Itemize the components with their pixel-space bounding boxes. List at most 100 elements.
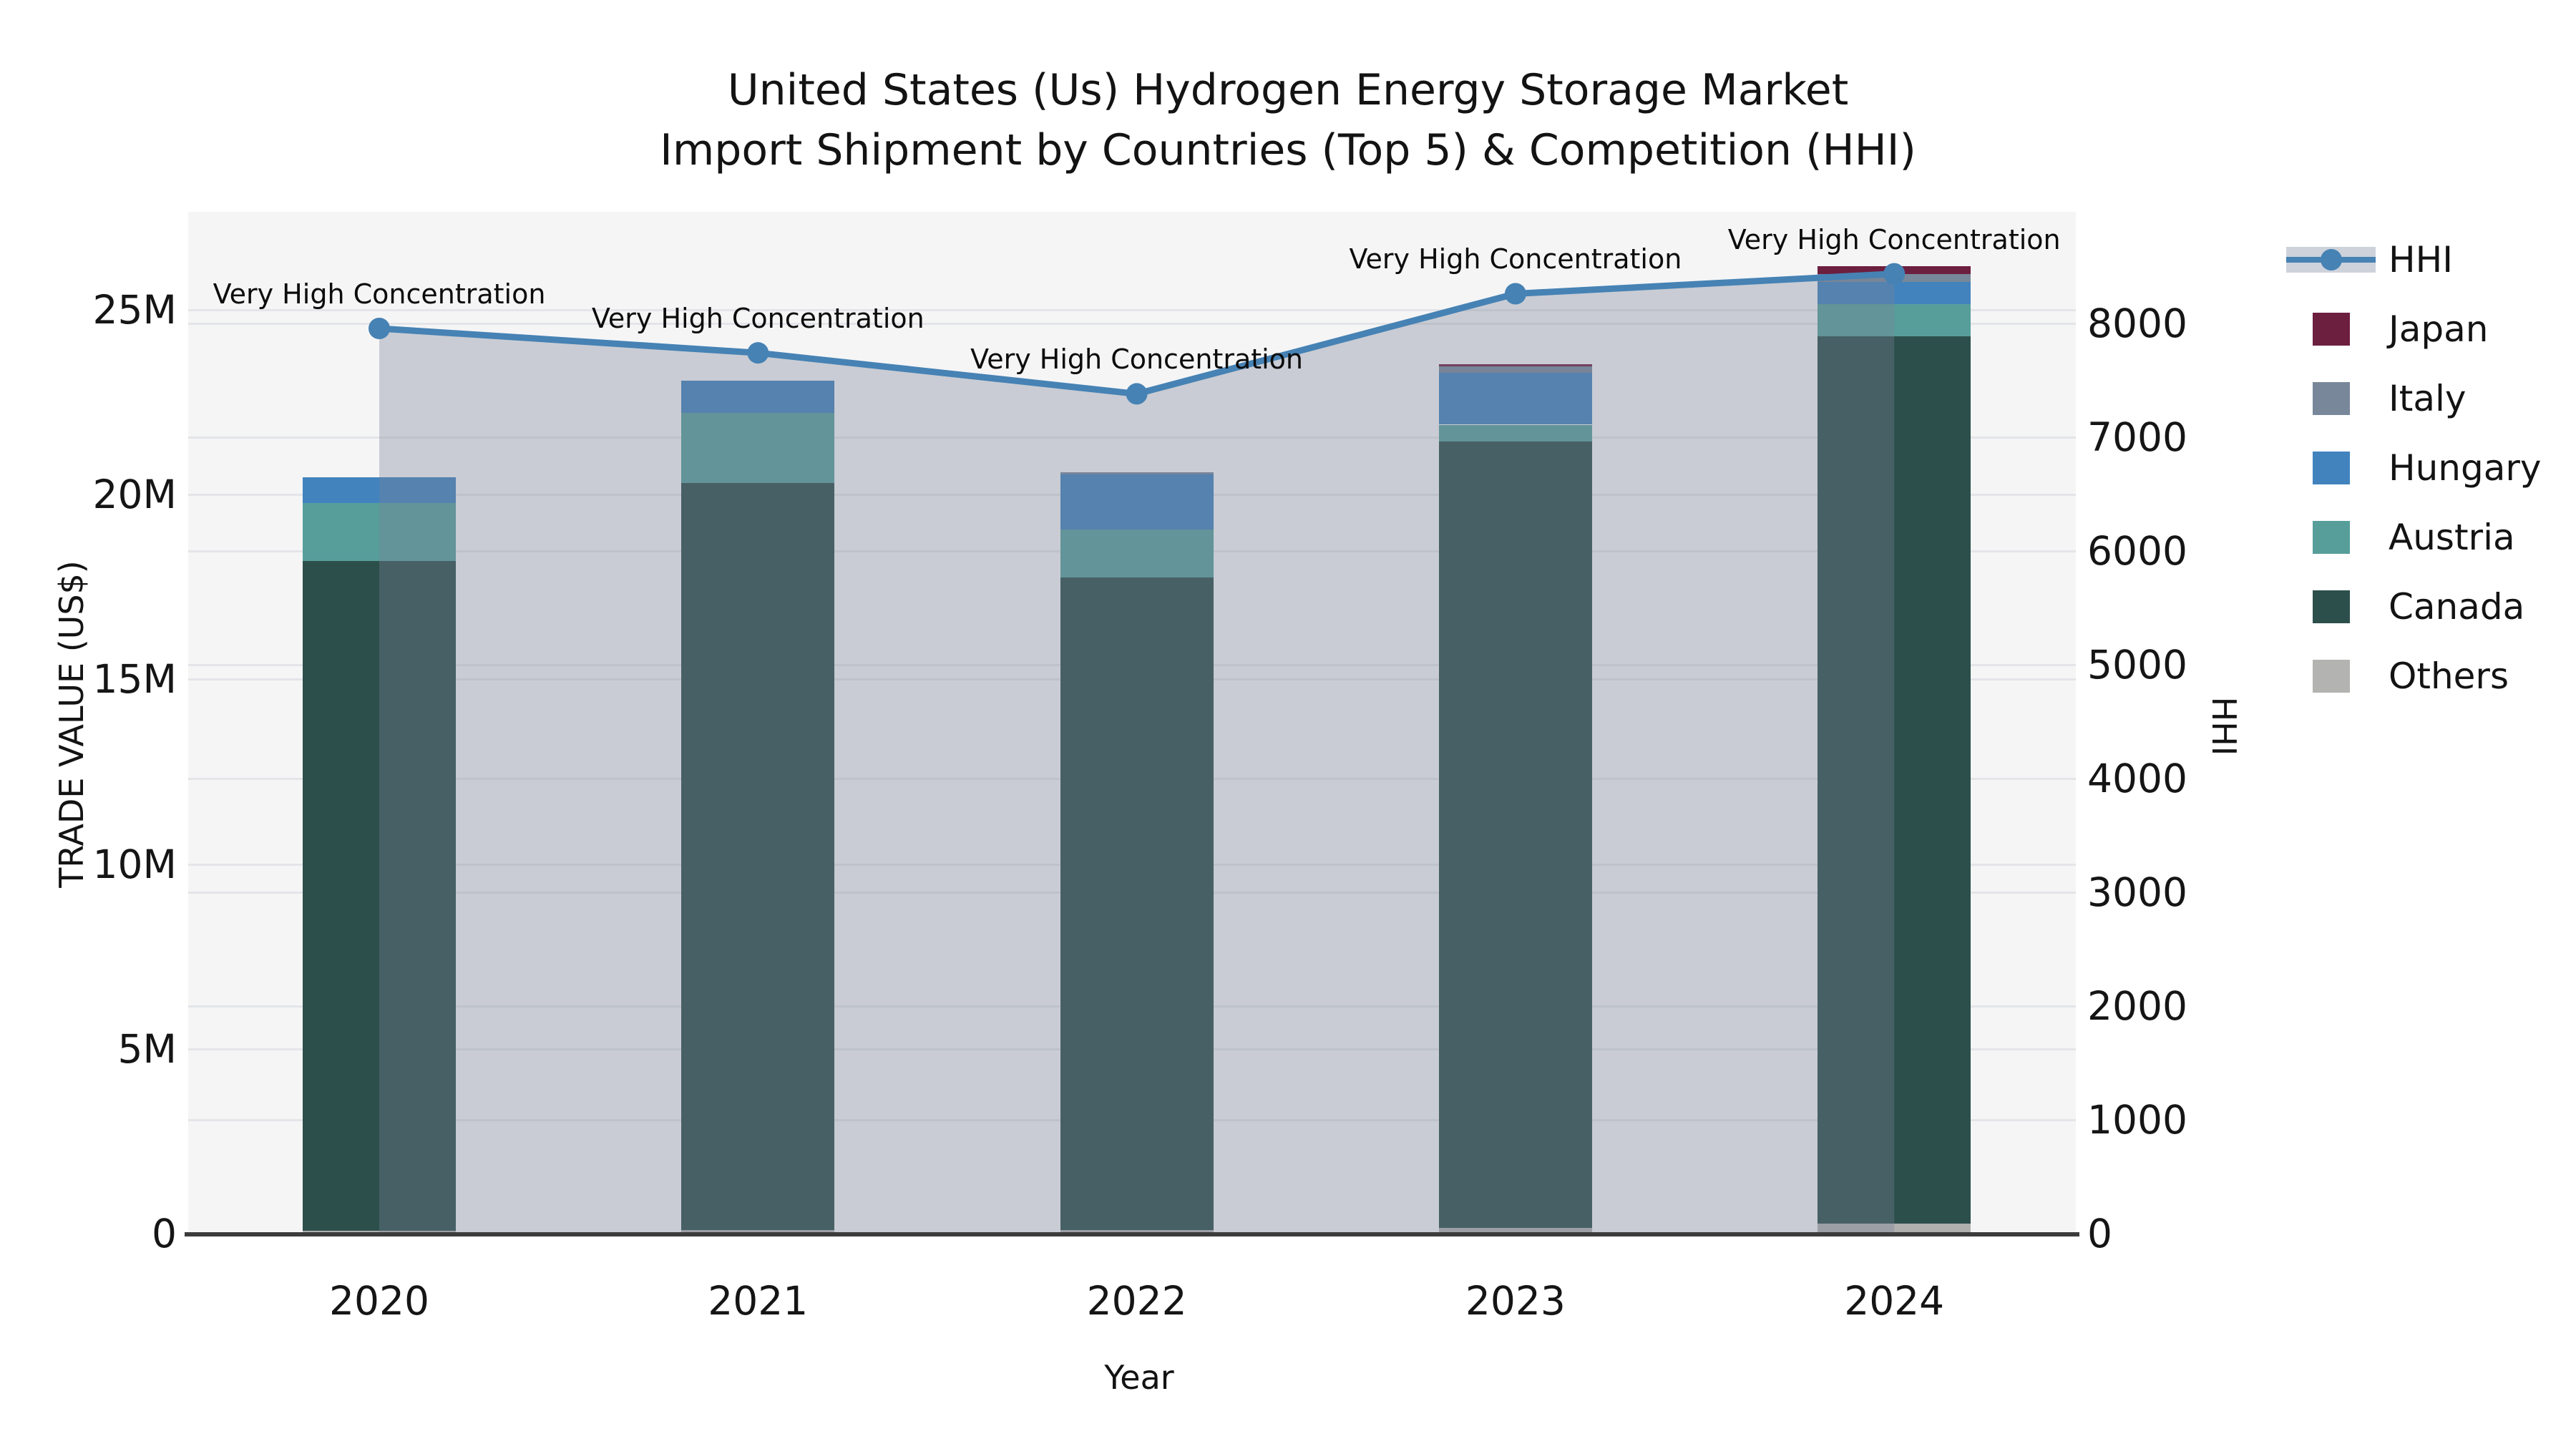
left-axis-tick-10M: 10M <box>92 841 177 887</box>
bar-segment-2020-others <box>303 1230 456 1234</box>
legend-item-japan: Japan <box>2286 294 2542 364</box>
annotation-2020: Very High Concentration <box>213 278 546 310</box>
bar-segment-2021-hungary <box>681 381 835 413</box>
gridline-left-25M <box>188 308 2076 311</box>
bar-segment-2023-austria <box>1438 424 1592 442</box>
chart-title-line2: Import Shipment by Countries (Top 5) & C… <box>660 125 1916 175</box>
x-axis-spine <box>185 1232 2079 1236</box>
bar-segment-2020-canada <box>303 561 456 1231</box>
right-axis-tick-3000: 3000 <box>2087 869 2187 915</box>
bar-segment-2022-italy <box>1060 472 1214 474</box>
bar-segment-2021-austria <box>681 412 835 484</box>
legend-swatch-icon-austria <box>2312 520 2350 554</box>
x-axis-tick-2022: 2022 <box>1086 1278 1187 1324</box>
bar-segment-2020-austria <box>303 502 456 562</box>
gridline-right-7000 <box>188 436 2076 439</box>
right-axis-title: HHI <box>2205 696 2243 756</box>
gridline-right-8000 <box>188 322 2076 325</box>
legend-marker-italy <box>2286 381 2376 415</box>
annotation-2024: Very High Concentration <box>1727 223 2061 255</box>
hhi-line-chart <box>369 263 1906 1234</box>
legend-marker-hhi <box>2286 246 2376 273</box>
chart-title-line1: United States (Us) Hydrogen Energy Stora… <box>727 65 1849 115</box>
left-axis-tick-20M: 20M <box>92 472 177 518</box>
bar-segment-2024-canada <box>1818 336 1971 1224</box>
annotation-2022: Very High Concentration <box>970 343 1304 376</box>
bar-2021 <box>681 212 835 1234</box>
bar-segment-2024-austria <box>1818 303 1971 336</box>
hhi-point-2024 <box>1883 263 1906 285</box>
left-axis-tick-0: 0 <box>152 1211 177 1257</box>
bar-segment-2021-others <box>681 1229 835 1234</box>
bar-2023 <box>1438 212 1592 1234</box>
bar-2024 <box>1818 212 1971 1234</box>
hhi-point-2021 <box>747 342 769 364</box>
bar-segment-2023-hungary <box>1438 373 1592 425</box>
right-axis-tick-2000: 2000 <box>2087 982 2187 1029</box>
x-axis-tick-2023: 2023 <box>1465 1278 1566 1324</box>
right-axis-tick-4000: 4000 <box>2087 755 2187 801</box>
bar-segment-2020-hungary <box>303 477 456 503</box>
bar-segment-2023-italy <box>1438 366 1592 374</box>
right-axis-tick-1000: 1000 <box>2087 1096 2187 1143</box>
legend-marker-japan <box>2286 312 2376 346</box>
bar-segment-2023-japan <box>1438 364 1592 366</box>
x-axis-title: Year <box>1104 1358 1174 1397</box>
legend-marker-canada <box>2286 590 2376 623</box>
legend-label-canada: Canada <box>2389 585 2525 628</box>
legend-item-canada: Canada <box>2286 572 2542 641</box>
legend-label-austria: Austria <box>2389 516 2515 558</box>
x-axis-tick-2020: 2020 <box>329 1278 429 1324</box>
right-axis-tick-6000: 6000 <box>2087 527 2187 574</box>
bar-segment-2023-canada <box>1438 441 1592 1229</box>
hhi-area-band <box>379 273 1895 1234</box>
legend-label-others: Others <box>2389 655 2509 697</box>
bar-segment-2021-canada <box>681 483 835 1230</box>
left-axis-tick-5M: 5M <box>117 1025 177 1072</box>
hhi-point-2020 <box>369 317 390 339</box>
right-axis-tick-0: 0 <box>2087 1211 2112 1257</box>
left-axis-tick-25M: 25M <box>92 286 177 333</box>
legend-label-hungary: Hungary <box>2389 447 2542 489</box>
bar-segment-2022-canada <box>1060 577 1214 1230</box>
legend-item-others: Others <box>2286 641 2542 711</box>
right-axis-tick-7000: 7000 <box>2087 414 2187 460</box>
left-axis-tick-15M: 15M <box>92 656 177 703</box>
legend-swatch-icon-others <box>2312 659 2350 693</box>
hhi-line-sample-icon <box>2286 246 2376 273</box>
legend-label-italy: Italy <box>2389 377 2467 419</box>
bar-2022 <box>1060 212 1214 1234</box>
bar-segment-2022-austria <box>1060 529 1214 577</box>
legend-item-hhi: HHI <box>2286 225 2542 294</box>
plot-area: Very High Concentration Very High Concent… <box>188 212 2076 1235</box>
annotation-2023: Very High Concentration <box>1349 243 1682 275</box>
legend-swatch-icon-italy <box>2312 381 2350 415</box>
legend-label-hhi: HHI <box>2389 238 2453 280</box>
chart-title: United States (Us) Hydrogen Energy Stora… <box>660 60 1916 180</box>
legend-label-japan: Japan <box>2389 308 2489 350</box>
legend-item-italy: Italy <box>2286 364 2542 433</box>
x-axis-tick-2021: 2021 <box>708 1278 809 1324</box>
bar-segment-2024-hungary <box>1818 282 1971 304</box>
right-axis-tick-5000: 5000 <box>2087 641 2187 688</box>
legend: HHI Japan Italy Hungary Austria Canada Others <box>2286 225 2542 711</box>
left-axis-title: TRADE VALUE (US$) <box>52 560 91 888</box>
legend-marker-others <box>2286 659 2376 693</box>
annotation-2021: Very High Concentration <box>591 303 924 335</box>
bar-2020 <box>303 212 456 1234</box>
legend-swatch-icon-hungary <box>2312 451 2350 484</box>
legend-marker-austria <box>2286 520 2376 554</box>
legend-swatch-icon-canada <box>2312 590 2350 623</box>
hhi-dot-icon <box>2320 248 2342 270</box>
hhi-point-2022 <box>1126 383 1148 405</box>
bar-segment-2022-others <box>1060 1229 1214 1234</box>
right-axis-tick-8000: 8000 <box>2087 300 2187 346</box>
legend-swatch-icon-japan <box>2312 312 2350 346</box>
hhi-point-2023 <box>1504 283 1526 305</box>
legend-marker-hungary <box>2286 451 2376 484</box>
bar-segment-2023-others <box>1438 1228 1592 1234</box>
bar-segment-2022-hungary <box>1060 474 1214 530</box>
x-axis-tick-2024: 2024 <box>1844 1278 1945 1324</box>
legend-item-hungary: Hungary <box>2286 433 2542 502</box>
bar-segment-2024-others <box>1818 1223 1971 1234</box>
